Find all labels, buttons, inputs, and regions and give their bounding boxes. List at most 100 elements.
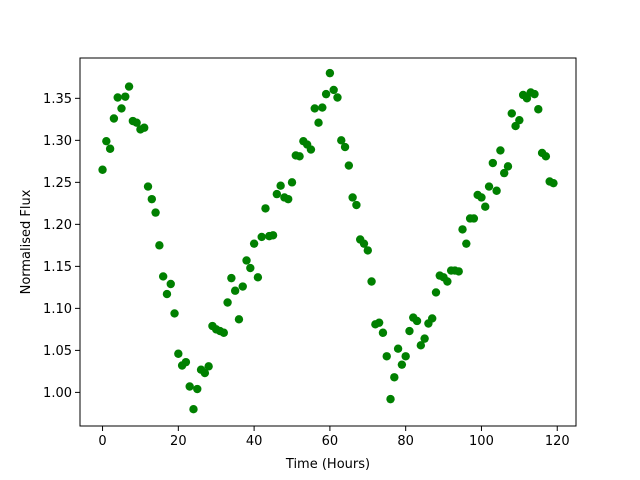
- point: [397, 360, 407, 369]
- point: [325, 68, 335, 78]
- point: [367, 277, 376, 286]
- point: [223, 298, 232, 307]
- point: [306, 145, 316, 154]
- point: [333, 93, 342, 102]
- y-tick-label: 1.15: [43, 260, 72, 275]
- point: [458, 225, 467, 234]
- point: [287, 178, 297, 187]
- point: [295, 152, 304, 161]
- point: [117, 104, 126, 113]
- point: [310, 104, 319, 113]
- point: [181, 357, 191, 367]
- point: [329, 85, 338, 95]
- point: [393, 344, 403, 353]
- point: [363, 246, 372, 255]
- point: [189, 404, 198, 414]
- point: [469, 214, 479, 223]
- x-tick-label: 60: [322, 434, 339, 449]
- point: [166, 279, 175, 289]
- y-tick-label: 1.20: [43, 218, 72, 233]
- point: [416, 341, 426, 350]
- point: [158, 272, 168, 281]
- point: [318, 103, 327, 112]
- point: [113, 93, 122, 102]
- point: [121, 92, 130, 101]
- point: [261, 204, 270, 213]
- point: [272, 189, 282, 199]
- point: [174, 349, 183, 358]
- point: [374, 318, 384, 327]
- point: [185, 382, 194, 391]
- point: [499, 168, 509, 178]
- point: [488, 158, 498, 168]
- point: [340, 142, 350, 152]
- y-tick-label: 1.30: [43, 134, 72, 149]
- x-tick-label: 100: [469, 434, 494, 449]
- y-tick-label: 1.25: [43, 176, 72, 191]
- point: [481, 202, 490, 211]
- point: [549, 178, 558, 188]
- point: [412, 316, 422, 326]
- point: [284, 194, 293, 204]
- point: [227, 273, 236, 283]
- point: [420, 334, 429, 343]
- point: [348, 193, 357, 202]
- point: [382, 352, 391, 361]
- point: [105, 144, 115, 153]
- point: [246, 263, 255, 273]
- point: [515, 115, 524, 125]
- plot-frame: [79, 57, 577, 427]
- point: [390, 373, 399, 382]
- point: [462, 239, 471, 248]
- point: [454, 267, 463, 276]
- point: [386, 394, 395, 404]
- x-tick-label: 20: [170, 434, 187, 449]
- point: [314, 118, 323, 127]
- point: [321, 89, 331, 99]
- point: [431, 288, 441, 297]
- point: [530, 89, 539, 99]
- point: [151, 208, 160, 217]
- point: [204, 362, 213, 371]
- point: [234, 315, 244, 324]
- point: [443, 277, 452, 286]
- point: [428, 314, 437, 323]
- y-tick-label: 1.10: [43, 302, 72, 317]
- x-tick-label: 120: [545, 434, 570, 449]
- point: [268, 231, 278, 240]
- point: [132, 118, 141, 127]
- point: [193, 384, 202, 394]
- point: [337, 136, 346, 145]
- x-tick-label: 80: [397, 434, 414, 449]
- point: [492, 186, 501, 195]
- point: [401, 352, 410, 361]
- point: [109, 114, 119, 123]
- y-tick-label: 1.00: [43, 386, 72, 401]
- y-tick-label: 1.05: [43, 344, 72, 359]
- point: [147, 194, 157, 204]
- point: [352, 200, 361, 210]
- point: [98, 165, 107, 174]
- point: [143, 182, 153, 191]
- point: [238, 282, 247, 291]
- y-tick-label: 1.35: [43, 92, 72, 107]
- point: [170, 309, 179, 318]
- point: [276, 181, 285, 190]
- point: [503, 162, 513, 171]
- point: [200, 368, 210, 378]
- x-axis-label: Time (Hours): [285, 457, 370, 472]
- point: [534, 105, 543, 114]
- point: [253, 273, 263, 282]
- point: [230, 286, 240, 295]
- y-axis-label: Normalised Flux: [19, 189, 34, 294]
- point: [140, 123, 149, 132]
- point: [541, 152, 551, 161]
- point: [162, 289, 172, 299]
- x-tick-label: 40: [246, 434, 263, 449]
- point: [102, 136, 111, 146]
- point: [124, 82, 134, 91]
- point: [219, 328, 228, 337]
- point: [249, 239, 259, 248]
- point: [257, 232, 266, 242]
